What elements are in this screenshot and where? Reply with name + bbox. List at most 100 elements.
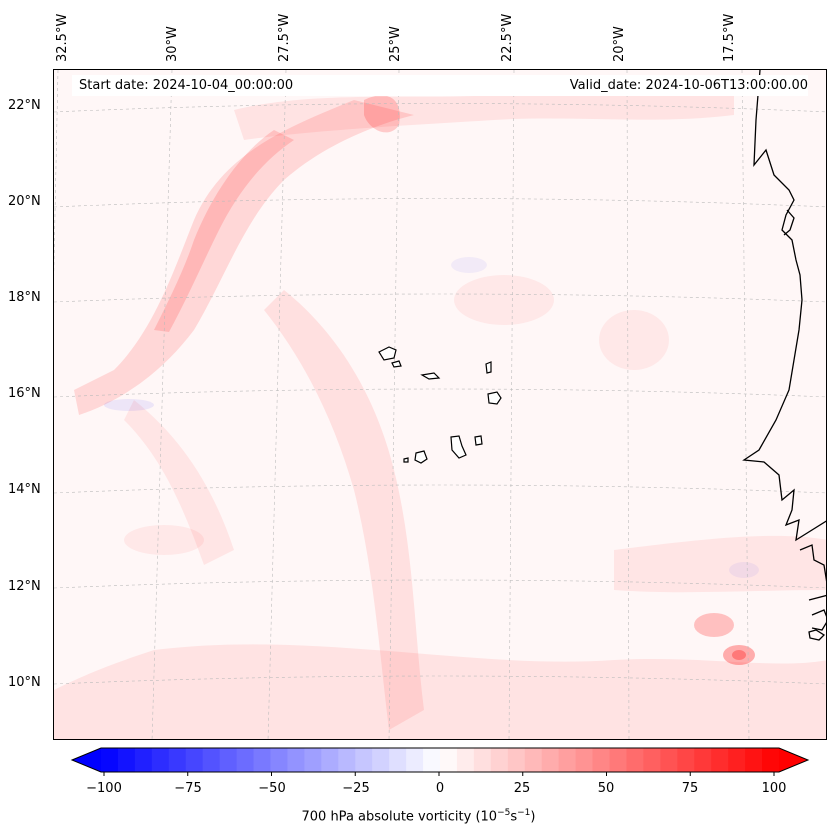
colorbar-segment	[202, 748, 221, 772]
colorbar-segment	[287, 748, 305, 772]
colorbar-segment	[304, 748, 322, 772]
colorbar-segment	[456, 748, 475, 772]
cb-tick-label: 75	[681, 781, 699, 796]
colorbar-segment	[440, 748, 458, 772]
colorbar-segment	[355, 748, 373, 772]
lon-label-30w: 30°W	[165, 26, 180, 62]
graticule	[54, 70, 826, 739]
africa-coastline	[742, 70, 826, 542]
vorticity-patch-2	[599, 310, 669, 370]
vorticity-band-central	[264, 290, 424, 730]
cb-tick-label: 0	[435, 781, 445, 796]
colorbar-segment	[507, 748, 526, 772]
colorbar-segment	[101, 748, 119, 772]
colorbar-extend-high	[779, 748, 808, 772]
island-boa-vista	[487, 391, 502, 405]
neg-patch-1	[104, 399, 154, 411]
cb-tick-label: 100	[761, 781, 787, 796]
vorticity-band-southeast	[614, 535, 826, 593]
island-sao-vicente	[391, 360, 402, 368]
colorbar-segment	[728, 748, 746, 772]
lon-label-27-5w: 27.5°W	[277, 13, 292, 62]
vorticity-blob-north	[364, 95, 400, 133]
vorticity-band-arc	[74, 100, 414, 415]
vorticity-band-west	[124, 400, 234, 565]
vorticity-band-south	[54, 644, 826, 739]
vorticity-max-3	[732, 650, 746, 660]
colorbar-segment	[541, 748, 560, 772]
colorbar-segment	[389, 748, 407, 772]
colorbar-segment	[660, 748, 678, 772]
colorbar-segment	[406, 748, 424, 772]
island-sal	[485, 361, 492, 374]
vorticity-band-core	[154, 130, 294, 332]
cb-tick-label: −50	[258, 781, 286, 796]
colorbar	[70, 747, 810, 776]
colorbar-segment	[473, 748, 492, 772]
lat-label-12n: 12°N	[8, 579, 41, 594]
colorbar-title: 700 hPa absolute vorticity (10−5s−1)	[301, 808, 536, 825]
cb-tick-label: −25	[342, 781, 370, 796]
island-brava	[403, 457, 409, 463]
island-sao-nicolau	[420, 372, 441, 380]
neg-patch-2	[451, 257, 487, 273]
colorbar-segment	[134, 748, 153, 772]
colorbar-extend-low	[72, 748, 101, 772]
colorbar-segment	[745, 748, 763, 772]
colorbar-segment	[762, 748, 780, 772]
start-date-label: Start date: 2024-10-04_00:00:00	[79, 78, 294, 93]
lat-label-18n: 18°N	[8, 290, 41, 305]
cb-tick-label: −75	[174, 781, 202, 796]
coastlines	[742, 70, 826, 641]
valid-date-label: Valid_date: 2024-10-06T13:00:00.00	[569, 78, 808, 93]
colorbar-segment	[643, 748, 661, 772]
lon-label-22-5w: 22.5°W	[500, 13, 515, 62]
lon-label-32-5w: 32.5°W	[55, 13, 70, 62]
colorbar-segment	[558, 748, 577, 772]
colorbar-segment	[117, 748, 136, 772]
colorbar-segment	[185, 748, 204, 772]
colorbar-segment	[575, 748, 594, 772]
lon-label-20w: 20°W	[612, 26, 627, 62]
lon-label-17-5w: 17.5°W	[722, 13, 737, 62]
colorbar-segment	[372, 748, 390, 772]
info-bar-background	[72, 75, 808, 96]
vorticity-field	[54, 90, 826, 739]
colorbar-segment	[677, 748, 695, 772]
negative-vorticity	[104, 257, 759, 578]
colorbar-segments	[101, 748, 780, 772]
vorticity-map	[54, 70, 826, 739]
colorbar-segment	[253, 748, 272, 772]
vorticity-max-1	[694, 613, 734, 637]
island-santiago	[450, 435, 467, 459]
colorbar-segment	[524, 748, 543, 772]
cb-tick-label: −100	[86, 781, 122, 796]
vorticity-band-north	[234, 90, 734, 140]
colorbar-segment	[490, 748, 509, 772]
island-maio	[474, 435, 483, 446]
colorbar-segment	[270, 748, 289, 772]
colorbar-segment	[168, 748, 187, 772]
island-santo-antao	[378, 346, 397, 361]
lat-label-22n: 22°N	[8, 98, 41, 113]
lat-label-10n: 10°N	[8, 675, 41, 690]
colorbar-ticks	[103, 772, 775, 776]
colorbar-outline	[70, 747, 810, 773]
colorbar-segment	[711, 748, 729, 772]
vorticity-patch-1	[454, 275, 554, 325]
lon-label-25w: 25°W	[388, 26, 403, 62]
map-panel	[53, 69, 827, 740]
lat-label-20n: 20°N	[8, 194, 41, 209]
cape-verde-islands	[378, 346, 502, 464]
vorticity-max-2	[723, 645, 755, 665]
colorbar-segment	[321, 748, 339, 772]
colorbar-segment	[423, 748, 441, 772]
colorbar-segment	[219, 748, 238, 772]
lat-label-14n: 14°N	[8, 482, 41, 497]
cb-tick-label: 50	[597, 781, 615, 796]
island-fogo	[414, 450, 428, 464]
neg-patch-3	[729, 562, 759, 578]
colorbar-segment	[694, 748, 712, 772]
vorticity-patch-3	[124, 525, 204, 555]
colorbar-segment	[609, 748, 628, 772]
